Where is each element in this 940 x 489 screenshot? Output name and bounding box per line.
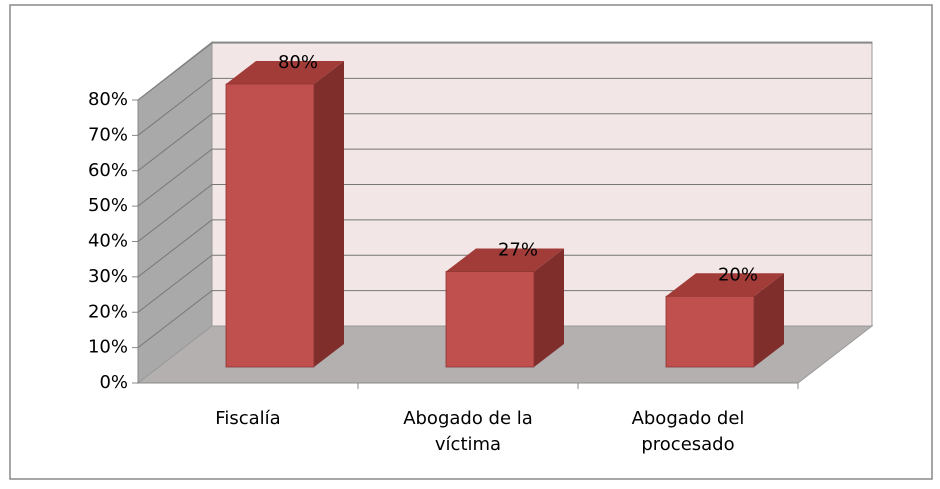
grid-line: [137, 148, 213, 207]
bar: [665, 295, 755, 368]
bar-side: [754, 273, 784, 367]
y-tick-label: 30%: [88, 266, 128, 287]
y-tick-label: 80%: [88, 89, 128, 110]
x-tick-label: Abogado del procesado: [631, 408, 745, 455]
grid-line: [137, 219, 213, 278]
x-tick-label-box: Fiscalía: [215, 408, 281, 429]
x-tick-label: Fiscalía: [215, 408, 281, 429]
x-tick-label: Abogado de la víctima: [403, 408, 533, 455]
y-tick-label: 60%: [88, 160, 128, 181]
data-label: 20%: [718, 264, 758, 285]
y-tick-label: 0%: [99, 372, 128, 393]
x-tick-label-box: Abogado del procesado: [631, 408, 745, 455]
grid-line: [137, 77, 213, 136]
y-tick-label: 50%: [88, 195, 128, 216]
y-tick-label: 70%: [88, 124, 128, 145]
bar-top: [446, 248, 564, 272]
grid-line: [137, 42, 213, 101]
bar-side: [534, 248, 564, 367]
grid-line: [137, 254, 213, 313]
data-label: 80%: [278, 52, 318, 73]
bar-side: [314, 61, 344, 367]
data-label: 27%: [498, 239, 538, 260]
bar: [445, 271, 535, 368]
y-tick-label: 20%: [88, 301, 128, 322]
bar-top: [226, 61, 344, 84]
y-tick-label: 10%: [88, 337, 128, 358]
bar-top: [666, 273, 784, 297]
grid-line: [137, 113, 213, 172]
x-tick-label-box: Abogado de la víctima: [403, 408, 533, 455]
grid-line: [137, 184, 213, 242]
y-tick-label: 40%: [88, 231, 128, 252]
grid-line: [137, 290, 213, 349]
bar: [225, 83, 315, 368]
